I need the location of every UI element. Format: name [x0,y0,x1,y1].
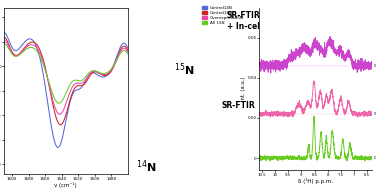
Text: 0s: 0s [373,156,376,160]
X-axis label: ν (cm⁻¹): ν (cm⁻¹) [55,182,77,188]
X-axis label: δ (¹H) p.p.m.: δ (¹H) p.p.m. [298,178,334,184]
Text: SR-FTIR: SR-FTIR [221,101,255,110]
Text: $^{15}$N: $^{15}$N [174,62,195,78]
Legend: Control14N, Control15N, Overexpress15N, All 15N: Control14N, Control15N, Overexpress15N, … [200,4,246,27]
Y-axis label: Int. (a.u.): Int. (a.u.) [241,77,246,101]
Text: 5s: 5s [373,64,376,68]
Text: $^{14}$N: $^{14}$N [135,158,156,175]
Text: SR-FTIR
+ In-cell NMR: SR-FTIR + In-cell NMR [227,11,285,31]
Text: 5s: 5s [373,112,376,116]
